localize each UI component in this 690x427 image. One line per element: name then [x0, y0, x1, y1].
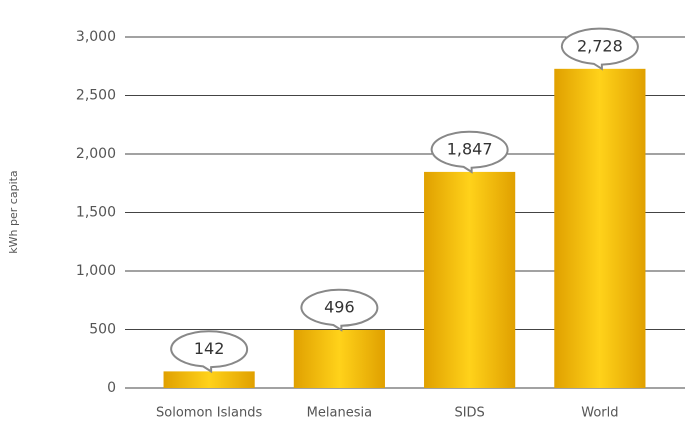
x-tick-label: World [581, 406, 618, 421]
y-tick-label: 3,000 [76, 29, 116, 45]
value-label: 496 [324, 297, 355, 316]
bar [424, 171, 516, 388]
y-tick-label: 500 [89, 322, 116, 338]
bar [163, 371, 255, 388]
bar [554, 68, 646, 388]
y-tick-label: 1,000 [76, 263, 116, 279]
callout [300, 288, 379, 332]
x-tick-label: Solomon Islands [156, 406, 262, 421]
y-axis-label: kWh per capita [7, 170, 20, 253]
value-label: 142 [194, 339, 225, 358]
callout [170, 330, 249, 374]
value-label: 2,728 [577, 36, 623, 55]
callout [430, 130, 509, 174]
x-tick-label: Melanesia [307, 406, 372, 421]
x-tick-label: SIDS [454, 406, 484, 421]
value-label: 1,847 [447, 139, 493, 158]
callout [560, 27, 639, 71]
y-tick-label: 0 [107, 380, 116, 396]
y-tick-label: 1,500 [76, 205, 116, 221]
y-tick-label: 2,000 [76, 146, 116, 162]
y-tick-label: 2,500 [76, 88, 116, 104]
bar [293, 329, 385, 388]
